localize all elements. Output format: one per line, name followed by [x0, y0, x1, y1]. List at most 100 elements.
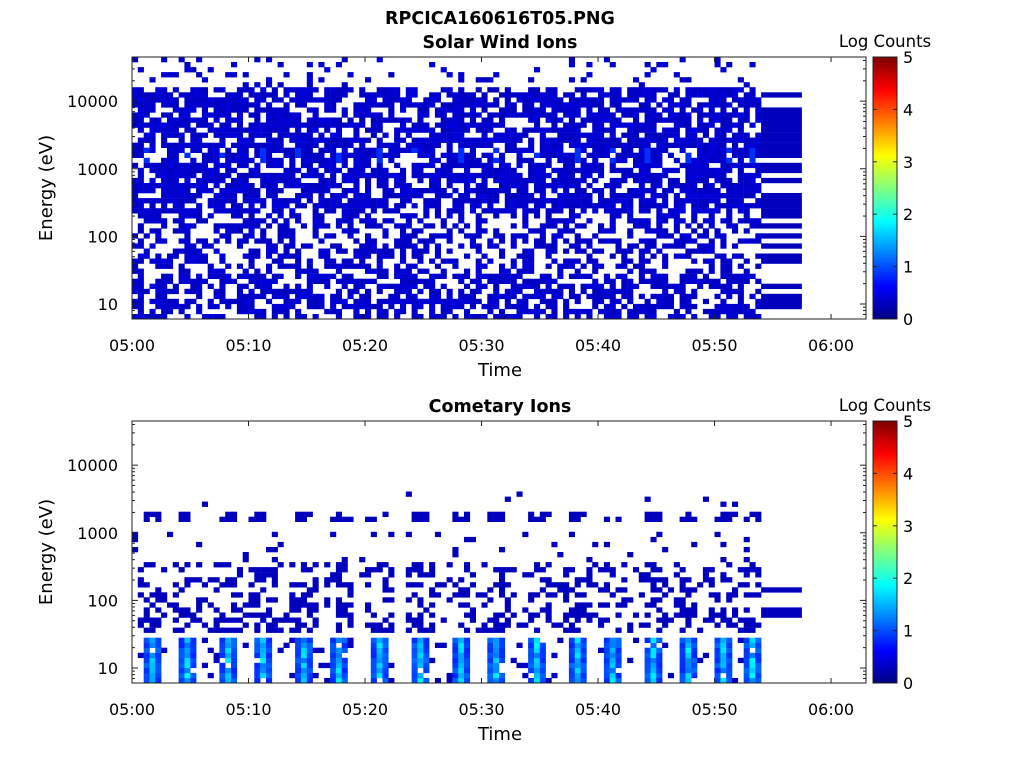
- heatmap-cell: [417, 567, 424, 573]
- heatmap-cell: [528, 511, 535, 517]
- heatmap-cell: [201, 157, 208, 164]
- heatmap-cell: [225, 657, 232, 664]
- heatmap-cell: [726, 263, 733, 269]
- heatmap-cell: [685, 127, 692, 133]
- heatmap-cell: [248, 198, 255, 204]
- heatmap-cell: [464, 142, 471, 148]
- heatmap-cell: [656, 172, 663, 179]
- heatmap-cell: [161, 238, 168, 244]
- heatmap-cell: [260, 511, 267, 517]
- heatmap-cell: [196, 117, 203, 123]
- heatmap-cell: [359, 167, 366, 174]
- heatmap-cell: [493, 132, 500, 138]
- colorbar-swatch: [873, 637, 897, 640]
- heatmap-cell: [627, 233, 634, 239]
- heatmap-cell: [405, 117, 412, 123]
- heatmap-cell: [143, 147, 150, 153]
- heatmap-cell: [306, 612, 313, 618]
- heatmap-cell: [201, 253, 208, 259]
- heatmap-cell: [609, 637, 616, 643]
- heatmap-cell: [469, 152, 476, 158]
- heatmap-cell: [702, 278, 709, 284]
- heatmap-cell: [499, 233, 506, 239]
- heatmap-cell: [493, 672, 500, 679]
- heatmap-cell: [499, 137, 506, 143]
- heatmap-cell: [137, 293, 144, 300]
- heatmap-cell: [388, 597, 395, 603]
- heatmap-cell: [563, 228, 570, 234]
- heatmap-cell: [341, 582, 348, 588]
- heatmap-cell: [289, 137, 296, 143]
- heatmap-cell: [743, 137, 750, 143]
- heatmap-cell: [324, 223, 331, 229]
- heatmap-cell: [446, 142, 453, 148]
- heatmap-cell: [196, 57, 203, 63]
- heatmap-cell: [300, 662, 307, 669]
- heatmap-cell: [132, 203, 139, 209]
- heatmap-cell: [306, 157, 313, 164]
- heatmap-cell: [487, 278, 494, 284]
- heatmap-cell: [528, 102, 535, 108]
- heatmap-cell: [702, 248, 709, 254]
- heatmap-cell: [650, 562, 657, 568]
- heatmap-cell: [434, 248, 441, 254]
- heatmap-cell: [219, 642, 226, 648]
- heatmap-cell: [714, 57, 721, 63]
- heatmap-cell: [137, 582, 144, 588]
- heatmap-cell: [737, 137, 744, 143]
- heatmap-cell: [330, 662, 337, 669]
- heatmap-cell: [528, 167, 535, 174]
- heatmap-cell: [539, 183, 546, 189]
- heatmap-cell: [726, 657, 733, 664]
- heatmap-cell: [737, 273, 744, 279]
- heatmap-cell: [667, 127, 674, 133]
- heatmap-cell: [149, 177, 156, 184]
- heatmap-cell: [714, 188, 721, 194]
- heatmap-cell: [353, 147, 360, 153]
- heatmap-cell: [213, 183, 220, 189]
- heatmap-cell: [446, 233, 453, 239]
- heatmap-cell: [394, 243, 401, 249]
- heatmap-cell: [615, 602, 622, 608]
- heatmap-cell: [382, 577, 389, 583]
- y-tick-label: 1000: [77, 160, 118, 179]
- heatmap-cell: [359, 117, 366, 123]
- heatmap-cell: [737, 308, 744, 315]
- heatmap-cell: [341, 637, 348, 643]
- heatmap-cell: [621, 278, 628, 284]
- heatmap-cell: [685, 667, 692, 674]
- heatmap-cell: [434, 177, 441, 184]
- heatmap-cell: [522, 132, 529, 138]
- heatmap-cell: [568, 122, 575, 128]
- heatmap-cell: [650, 273, 657, 279]
- heatmap-cell: [574, 617, 581, 623]
- heatmap-cell: [464, 602, 471, 608]
- heatmap-cell: [598, 188, 605, 194]
- colorbar-swatch: [873, 275, 897, 278]
- heatmap-cell: [598, 567, 605, 573]
- heatmap-cell: [306, 117, 313, 123]
- heatmap-cell: [213, 142, 220, 148]
- heatmap-cell: [376, 92, 383, 98]
- heatmap-cell: [143, 607, 150, 613]
- heatmap-cell: [266, 567, 273, 573]
- heatmap-cell: [656, 627, 663, 633]
- colorbar-swatch: [873, 580, 897, 583]
- heatmap-cell: [178, 268, 185, 274]
- heatmap-cell: [737, 303, 744, 310]
- heatmap-cell: [586, 183, 593, 189]
- heatmap-cell: [335, 657, 342, 664]
- heatmap-cell: [201, 582, 208, 588]
- heatmap-cell: [650, 567, 657, 573]
- heatmap-cell: [318, 172, 325, 179]
- heatmap-cell: [434, 233, 441, 239]
- heatmap-cell: [644, 662, 651, 669]
- colorbar-swatch: [873, 593, 897, 597]
- heatmap-cell: [603, 662, 610, 669]
- heatmap-cell: [341, 147, 348, 153]
- heatmap-cell: [137, 228, 144, 234]
- heatmap-cell: [481, 602, 488, 608]
- heatmap-cell: [277, 97, 284, 103]
- heatmap-cell: [167, 167, 174, 174]
- heatmap-cell: [621, 283, 628, 289]
